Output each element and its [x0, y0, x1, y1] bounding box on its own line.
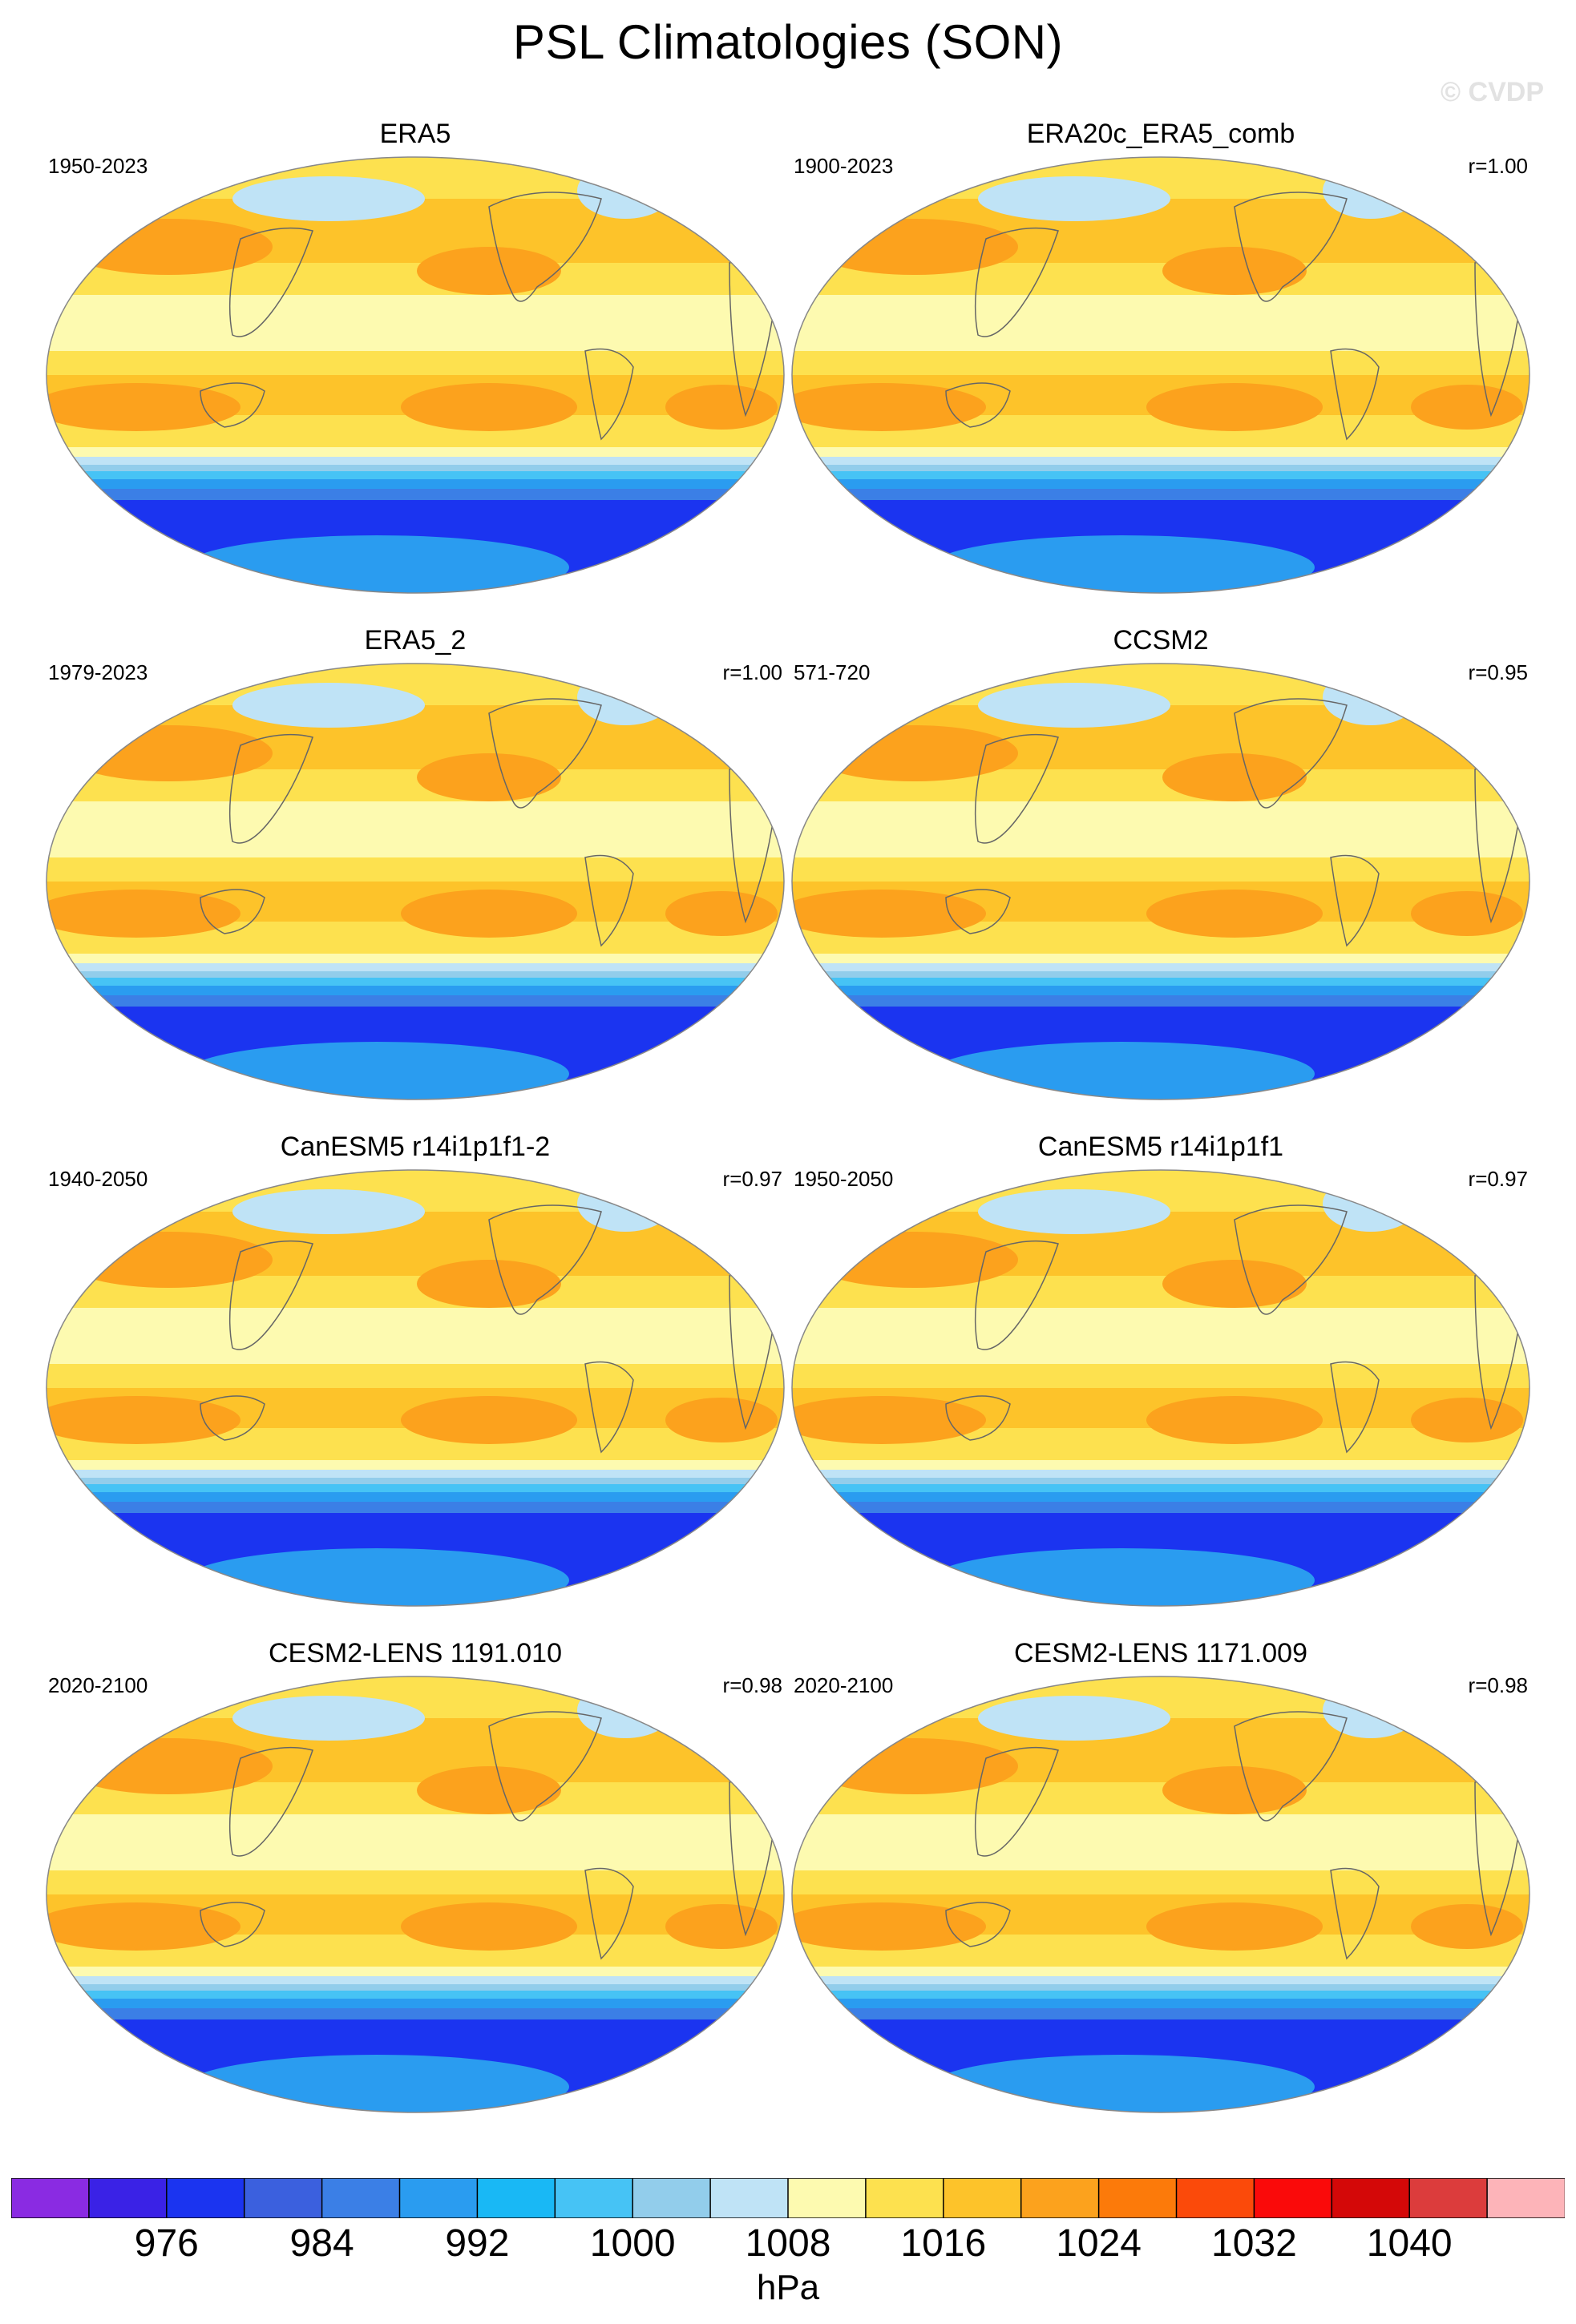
panel-title: CCSM2	[1113, 625, 1209, 656]
panel-title: CanESM5 r14i1p1f1-2	[280, 1132, 551, 1162]
panel-years: 571-720	[794, 660, 871, 684]
figure-title: PSL Climatologies (SON)	[512, 15, 1064, 69]
psl-map	[46, 156, 785, 594]
map-panel: ERA5_2 1979-2023 r=1.00	[40, 625, 790, 1106]
panel-years: 2020-2100	[794, 1673, 894, 1697]
panel-title: CanESM5 r14i1p1f1	[1037, 1132, 1284, 1162]
map-panel: ERA20c_ERA5_comb 1900-2023 r=1.00	[786, 119, 1536, 599]
panel-title: ERA20c_ERA5_comb	[1026, 119, 1295, 149]
colorbar-swatch	[166, 2178, 245, 2218]
panel-years: 1950-2023	[48, 154, 148, 178]
panel-title: CESM2-LENS 1171.009	[1013, 1638, 1307, 1668]
map-panel: CanESM5 r14i1p1f1-2 1940-2050 r=0.97	[40, 1132, 790, 1612]
colorbar-swatch	[1020, 2178, 1100, 2218]
colorbar-tick-label: 1016	[900, 2222, 987, 2265]
colorbar-tick-label: 1040	[1366, 2222, 1453, 2265]
psl-map	[46, 1676, 785, 2113]
map-panel: CESM2-LENS 1171.009 2020-2100 r=0.98	[786, 1638, 1536, 2119]
colorbar-units: hPa	[756, 2268, 820, 2307]
panel-correlation: r=0.98	[722, 1673, 782, 1697]
colorbar-tick-label: 1032	[1211, 2222, 1297, 2265]
psl-map	[791, 663, 1530, 1100]
panel-correlation: r=0.97	[722, 1167, 782, 1191]
colorbar-swatch	[243, 2178, 323, 2218]
colorbar-swatch	[476, 2178, 556, 2218]
psl-map	[791, 1676, 1530, 2113]
colorbar-swatch	[865, 2178, 945, 2218]
colorbar-swatch	[709, 2178, 790, 2218]
panel-correlation: r=0.95	[1468, 660, 1528, 684]
panel-years: 1900-2023	[794, 154, 894, 178]
panel-years: 1979-2023	[48, 660, 148, 684]
colorbar-swatch	[398, 2178, 479, 2218]
colorbar-swatch	[632, 2178, 712, 2218]
panel-correlation: r=1.00	[722, 660, 782, 684]
colorbar-swatch	[1486, 2178, 1565, 2218]
colorbar-swatch	[1175, 2178, 1255, 2218]
map-panel: CCSM2 571-720 r=0.95	[786, 625, 1536, 1106]
psl-map	[791, 1169, 1530, 1607]
colorbar-swatch	[321, 2178, 401, 2218]
colorbar-tick-label: 984	[289, 2222, 354, 2265]
colorbar-swatch	[11, 2178, 91, 2218]
colorbar-swatch	[1097, 2178, 1178, 2218]
map-panel: ERA5 1950-2023	[40, 119, 790, 599]
colorbar	[11, 2178, 1565, 2218]
panel-title: CESM2-LENS 1191.010	[268, 1638, 562, 1668]
colorbar-swatch	[554, 2178, 634, 2218]
colorbar-tick-label: 1008	[745, 2222, 831, 2265]
panel-correlation: r=0.97	[1468, 1167, 1528, 1191]
colorbar-swatch	[1331, 2178, 1411, 2218]
colorbar-tick-label: 992	[445, 2222, 510, 2265]
colorbar-tick-label: 976	[134, 2222, 199, 2265]
panel-years: 1950-2050	[794, 1167, 894, 1191]
psl-map	[791, 156, 1530, 594]
psl-map	[46, 1169, 785, 1607]
map-panel: CanESM5 r14i1p1f1 1950-2050 r=0.97	[786, 1132, 1536, 1612]
colorbar-swatch	[787, 2178, 867, 2218]
colorbar-labels: 976 984 992 1000 1008 1016 1024 1032 1040	[11, 2221, 1565, 2270]
colorbar-tick-label: 1000	[589, 2222, 676, 2265]
colorbar-tick-label: 1024	[1056, 2222, 1142, 2265]
map-panel: CESM2-LENS 1191.010 2020-2100 r=0.98	[40, 1638, 790, 2119]
colorbar-swatch	[943, 2178, 1022, 2218]
psl-map	[46, 663, 785, 1100]
panel-years: 1940-2050	[48, 1167, 148, 1191]
panel-years: 2020-2100	[48, 1673, 148, 1697]
colorbar-swatch	[1253, 2178, 1333, 2218]
colorbar-swatch	[88, 2178, 168, 2218]
colorbar-swatch	[1408, 2178, 1489, 2218]
panel-correlation: r=1.00	[1468, 154, 1528, 178]
panel-title: ERA5_2	[364, 625, 467, 656]
watermark: © CVDP	[1441, 77, 1544, 107]
panel-title: ERA5	[379, 119, 451, 149]
panel-correlation: r=0.98	[1468, 1673, 1528, 1697]
